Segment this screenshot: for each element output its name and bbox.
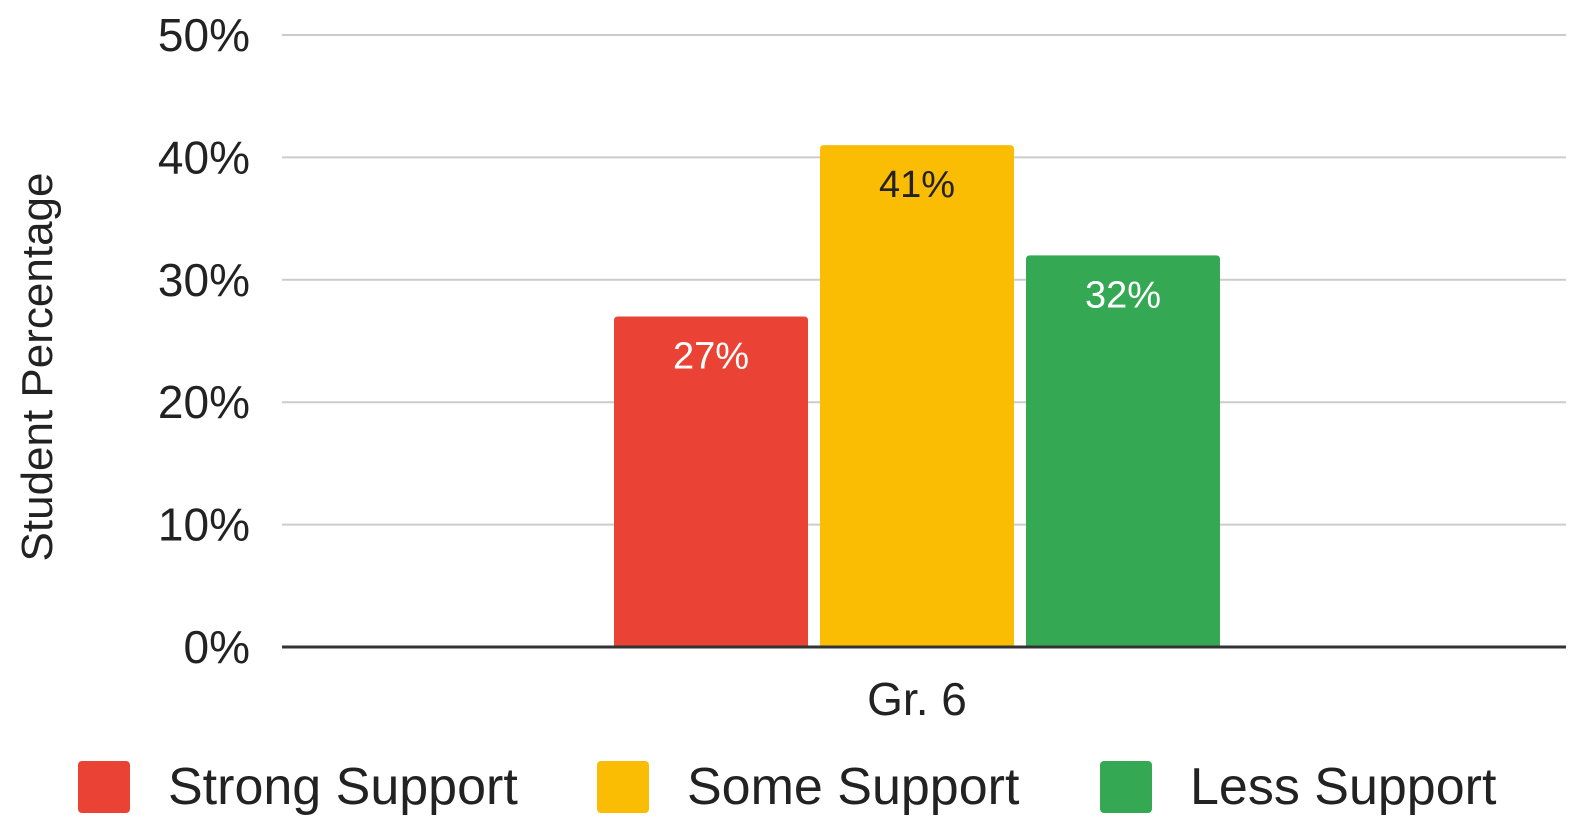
y-axis-ticks: 0% 10% 20% 30% 40% 50% — [158, 9, 250, 673]
x-category-label: Gr. 6 — [867, 673, 967, 725]
legend-label: Some Support — [687, 758, 1020, 816]
data-label-less-support: 32% — [1085, 274, 1161, 316]
bar-strong-support — [614, 316, 808, 647]
y-tick-label: 40% — [158, 131, 250, 183]
legend-label: Less Support — [1190, 758, 1497, 816]
bar-less-support — [1026, 255, 1220, 647]
data-label-some-support: 41% — [879, 164, 955, 206]
bars — [614, 145, 1220, 647]
y-axis-title: Student Percentage — [13, 173, 62, 562]
legend-swatch — [597, 761, 649, 813]
legend-swatch — [78, 761, 130, 813]
legend-label: Strong Support — [168, 758, 518, 816]
legend-item-less-support: Less Support — [1100, 758, 1497, 816]
legend-swatch — [1100, 761, 1152, 813]
data-label-strong-support: 27% — [673, 336, 749, 378]
y-tick-label: 10% — [158, 499, 250, 551]
y-tick-label: 0% — [184, 621, 250, 673]
y-tick-label: 50% — [158, 9, 250, 61]
y-tick-label: 30% — [158, 254, 250, 306]
x-axis-categories: Gr. 6 — [867, 673, 967, 725]
data-labels: 27% 41% 32% — [673, 164, 1161, 377]
y-tick-label: 20% — [158, 376, 250, 428]
bar-some-support — [820, 145, 1014, 647]
legend: Strong Support Some Support Less Support — [78, 758, 1497, 816]
legend-item-strong-support: Strong Support — [78, 758, 518, 816]
legend-item-some-support: Some Support — [597, 758, 1020, 816]
